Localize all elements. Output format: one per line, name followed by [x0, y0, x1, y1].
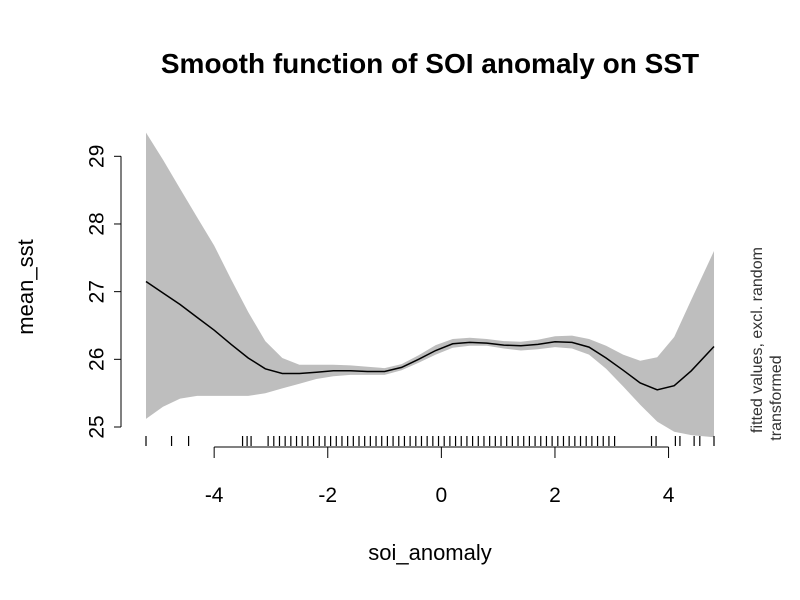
side-label-line1: fitted values, excl. random	[749, 247, 766, 433]
x-tick-label: 4	[663, 484, 675, 507]
y-tick-label: 27	[85, 280, 108, 303]
x-tick-label: 2	[549, 484, 561, 507]
x-axis-label: soi_anomaly	[368, 540, 492, 565]
fitted-line	[145, 280, 715, 391]
plot-area: 25 26 27 28 29 -4 -2 0 2 4	[85, 132, 715, 507]
y-tick-label: 26	[85, 348, 108, 371]
confidence-band	[146, 132, 714, 438]
y-tick-label: 28	[85, 212, 108, 235]
x-tick-label: -4	[205, 484, 224, 507]
chart-title: Smooth function of SOI anomaly on SST	[161, 48, 699, 79]
x-tick-label: -2	[318, 484, 337, 507]
y-axis-label: mean_sst	[13, 239, 38, 334]
y-tick-label: 25	[85, 415, 108, 438]
side-label-line2: transformed	[768, 355, 785, 440]
y-tick-label: 29	[85, 145, 108, 168]
x-tick-label: 0	[436, 484, 448, 507]
